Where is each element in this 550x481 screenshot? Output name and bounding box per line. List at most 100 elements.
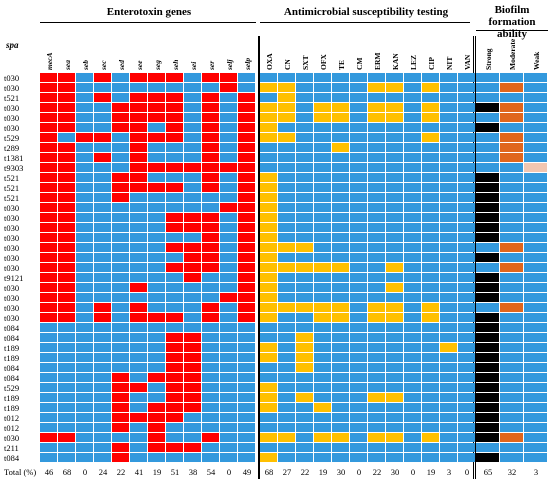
cell-sea [58, 263, 75, 272]
cell-CN [278, 143, 295, 152]
cell-TE [332, 453, 349, 462]
cell-biofilm-moderate [500, 73, 523, 82]
cell-biofilm-strong [476, 233, 499, 242]
cell-OFX [314, 123, 331, 132]
cell-VAN [458, 293, 475, 302]
cell-SXT [296, 383, 313, 392]
cell-CIP [422, 223, 439, 232]
cell-ERM [368, 403, 385, 412]
cell-biofilm-moderate [500, 363, 523, 372]
cell-biofilm-strong [476, 103, 499, 112]
cell-selj [220, 423, 237, 432]
cell-sei [184, 443, 201, 452]
cell-OFX [314, 113, 331, 122]
cell-TE [332, 363, 349, 372]
cell-SXT [296, 153, 313, 162]
cell-OXA [260, 423, 277, 432]
row-label: t189 [4, 353, 20, 363]
cell-CM [350, 323, 367, 332]
cell-NIT [440, 133, 457, 142]
cell-biofilm-strong [476, 413, 499, 422]
cell-TE [332, 403, 349, 412]
cell-CIP [422, 203, 439, 212]
cell-sei [184, 123, 201, 132]
cell-seb [76, 343, 93, 352]
cell-see [130, 313, 147, 322]
cell-sec [94, 243, 111, 252]
cell-CIP [422, 243, 439, 252]
cell-KAN [386, 283, 403, 292]
cell-ERM [368, 103, 385, 112]
group-rule-biofilm [476, 30, 548, 31]
cell-biofilm-strong [476, 73, 499, 82]
cell-ERM [368, 423, 385, 432]
cell-selj [220, 273, 237, 282]
cell-sea [58, 233, 75, 242]
cell-mecA [40, 233, 57, 242]
cell-biofilm-weak [524, 213, 547, 222]
total-value: 38 [188, 467, 198, 477]
cell-biofilm-moderate [500, 353, 523, 362]
group-rule-enterotoxin [40, 22, 256, 23]
cell-seb [76, 383, 93, 392]
row-label: t529 [4, 383, 20, 393]
column-header-selp: selp [243, 57, 252, 70]
cell-biofilm-strong [476, 213, 499, 222]
cell-OXA [260, 123, 277, 132]
cell-seb [76, 283, 93, 292]
cell-selj [220, 383, 237, 392]
cell-mecA [40, 393, 57, 402]
row-label: t189 [4, 403, 20, 413]
cell-biofilm-weak [524, 273, 547, 282]
cell-TE [332, 333, 349, 342]
cell-selp [238, 313, 255, 322]
group-title-biofilm: Biofilm formation ability [488, 4, 536, 40]
cell-biofilm-strong [476, 193, 499, 202]
cell-SXT [296, 293, 313, 302]
cell-CM [350, 353, 367, 362]
cell-sea [58, 303, 75, 312]
cell-selp [238, 233, 255, 242]
cell-ERM [368, 213, 385, 222]
cell-sed [112, 443, 129, 452]
cell-sea [58, 273, 75, 282]
cell-sea [58, 423, 75, 432]
cell-sec [94, 183, 111, 192]
cell-LEZ [404, 273, 421, 282]
cell-NIT [440, 443, 457, 452]
cell-selj [220, 373, 237, 382]
cell-CIP [422, 173, 439, 182]
total-value: 51 [170, 467, 180, 477]
column-header-sed: sed [117, 60, 126, 70]
cell-biofilm-moderate [500, 343, 523, 352]
column-header-seb: seb [81, 60, 90, 70]
cell-selj [220, 143, 237, 152]
cell-sea [58, 453, 75, 462]
cell-OFX [314, 353, 331, 362]
cell-selj [220, 313, 237, 322]
cell-KAN [386, 273, 403, 282]
total-value: 0 [82, 467, 88, 477]
cell-sed [112, 293, 129, 302]
cell-OXA [260, 263, 277, 272]
cell-sec [94, 83, 111, 92]
cell-LEZ [404, 103, 421, 112]
row-label: t030 [4, 213, 20, 223]
cell-biofilm-moderate [500, 293, 523, 302]
cell-seg [148, 313, 165, 322]
cell-seg [148, 133, 165, 142]
cell-LEZ [404, 373, 421, 382]
cell-ERM [368, 143, 385, 152]
cell-mecA [40, 373, 57, 382]
cell-OXA [260, 343, 277, 352]
cell-selj [220, 123, 237, 132]
cell-biofilm-weak [524, 383, 547, 392]
cell-seb [76, 253, 93, 262]
total-value: 22 [116, 467, 126, 477]
cell-mecA [40, 343, 57, 352]
cell-CM [350, 303, 367, 312]
cell-see [130, 133, 147, 142]
cell-sea [58, 213, 75, 222]
cell-sea [58, 373, 75, 382]
cell-biofilm-strong [476, 223, 499, 232]
